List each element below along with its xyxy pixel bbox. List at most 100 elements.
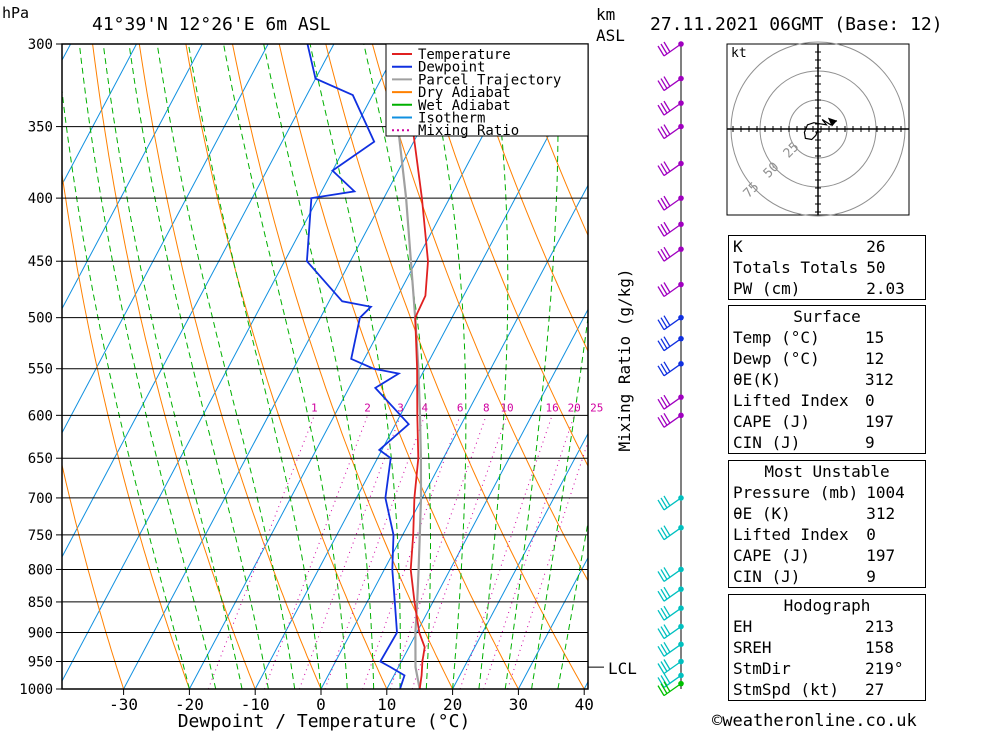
temperature-tick-label: 20: [443, 695, 462, 714]
mixing-ratio-labels: 1 2 3 4 6 8 10 16 20 25: [311, 401, 603, 414]
isotherm-line: [123, 44, 466, 689]
temperature-tick-label: 10: [377, 695, 396, 714]
dry-adiabat-line: [465, 44, 588, 353]
pressure-tick-label: 1000: [19, 682, 53, 698]
wind-barb: [657, 659, 682, 675]
table-row: CIN (J) 9: [729, 566, 926, 588]
wind-barb: [657, 41, 682, 57]
wet-adiabat-line: [187, 44, 322, 689]
mixing-ratio-label: 25: [590, 401, 603, 414]
wind-barb: [657, 76, 682, 92]
table-row: Temp (°C) 15: [729, 327, 926, 348]
mixing-ratio-line: [207, 415, 315, 689]
index-label: K: [733, 237, 743, 256]
wind-barb: [657, 681, 682, 697]
index-label: CIN (J): [733, 567, 801, 586]
pressure-tick-label: 300: [28, 37, 53, 53]
wind-barb: [657, 315, 682, 331]
index-label: Temp (°C): [733, 328, 820, 347]
credit-text: ©weatheronline.co.uk: [712, 711, 917, 731]
wind-barb: [657, 495, 682, 511]
index-value: 50: [866, 258, 886, 277]
wind-barb: [657, 195, 682, 211]
wind-barb: [657, 641, 682, 657]
wind-barb: [657, 282, 682, 298]
lcl-label: LCL: [608, 659, 637, 678]
legend-label: Wet Adiabat: [418, 98, 511, 114]
table-header-row: Most Unstable: [729, 461, 926, 483]
dry-adiabat-line: [932, 44, 1000, 689]
mixing-ratio-axis-label: Mixing Ratio (g/kg): [615, 268, 634, 451]
mixing-ratio-label: 6: [457, 401, 464, 414]
wet-adiabat-line: [156, 44, 296, 689]
mixing-ratio-line: [298, 415, 402, 689]
parcel-trajectory-line: [388, 44, 423, 689]
wind-barb: [657, 246, 682, 262]
mixing-ratio-label: 20: [568, 401, 581, 414]
wind-barb: [657, 624, 682, 640]
km-label: km: [596, 5, 615, 24]
mixing-ratio-label: 1: [311, 401, 318, 414]
dry-adiabat-line: [232, 44, 454, 689]
wind-barb: [657, 361, 682, 377]
temperature-tick-label: 40: [575, 695, 594, 714]
table-row: PW (cm) 2.03: [729, 278, 926, 300]
x-axis-label: Dewpoint / Temperature (°C): [178, 711, 471, 732]
wet-adiabat-line: [424, 44, 467, 689]
profiles: [305, 44, 429, 689]
temperature-tick-label: -30: [109, 695, 138, 714]
datetime-title: 27.11.2021 06GMT (Base: 12): [650, 14, 943, 35]
pressure-tick-label: 950: [28, 655, 53, 671]
index-label: PW (cm): [733, 279, 801, 298]
hodograph-arrowhead: [827, 117, 837, 127]
table-row: Lifted Index 0: [729, 524, 926, 545]
index-value: 2.03: [866, 279, 905, 298]
mixing-ratio-label: 10: [500, 401, 513, 414]
wet-adiabat-line: [128, 44, 269, 689]
index-value: 312: [865, 370, 894, 389]
index-label: Pressure (mb): [733, 483, 859, 502]
temperature-tick-label: 0: [316, 695, 326, 714]
wet-adiabat-line: [557, 519, 588, 689]
index-value: 197: [865, 412, 894, 431]
index-label: StmDir: [733, 659, 791, 678]
legend-label: Temperature: [418, 47, 511, 63]
index-value: 219°: [865, 659, 904, 678]
legend-label: Mixing Ratio: [418, 123, 519, 139]
table-row: Totals Totals 50: [729, 257, 926, 278]
most-unstable-table: Most Unstable Pressure (mb) 1004 θE (K) 312 L…: [728, 460, 926, 588]
temperature-line: [394, 44, 429, 689]
dry-adiabat-line: [185, 44, 388, 689]
index-value: 0: [865, 391, 875, 410]
pressure-unit-label: hPa: [2, 4, 29, 22]
isotherm-line: [452, 432, 588, 689]
isotherm-line: [320, 184, 588, 689]
index-value: 9: [865, 433, 875, 452]
temperature-tick-label: -10: [241, 695, 270, 714]
wind-profile: [657, 41, 684, 697]
dry-adiabat-line: [418, 44, 588, 468]
wet-adiabat-line: [102, 44, 243, 689]
index-value: 0: [866, 525, 876, 544]
pressure-tick-label: 350: [28, 120, 53, 136]
index-label: StmSpd (kt): [733, 680, 839, 699]
pressure-tick-label: 500: [28, 311, 53, 327]
pressure-tick-label: 750: [28, 528, 53, 544]
pressure-tick-label: 550: [28, 362, 53, 378]
index-value: 213: [865, 617, 894, 636]
isotherm-line: [62, 44, 203, 310]
table-row: Lifted Index 0: [729, 390, 926, 411]
pressure-tick-label: 450: [28, 254, 53, 270]
dry-adiabat-line: [138, 44, 322, 689]
table-row: CAPE (J) 197: [729, 545, 926, 566]
index-label: Dewp (°C): [733, 349, 820, 368]
wind-barb: [657, 605, 682, 621]
index-label: Totals Totals: [733, 258, 859, 277]
index-value: 26: [866, 237, 886, 256]
legend-label: Parcel Trajectory: [418, 72, 561, 88]
index-label: Lifted Index: [733, 525, 849, 544]
index-value: 312: [866, 504, 896, 523]
wind-barb: [657, 124, 682, 140]
index-value: 158: [865, 638, 894, 657]
